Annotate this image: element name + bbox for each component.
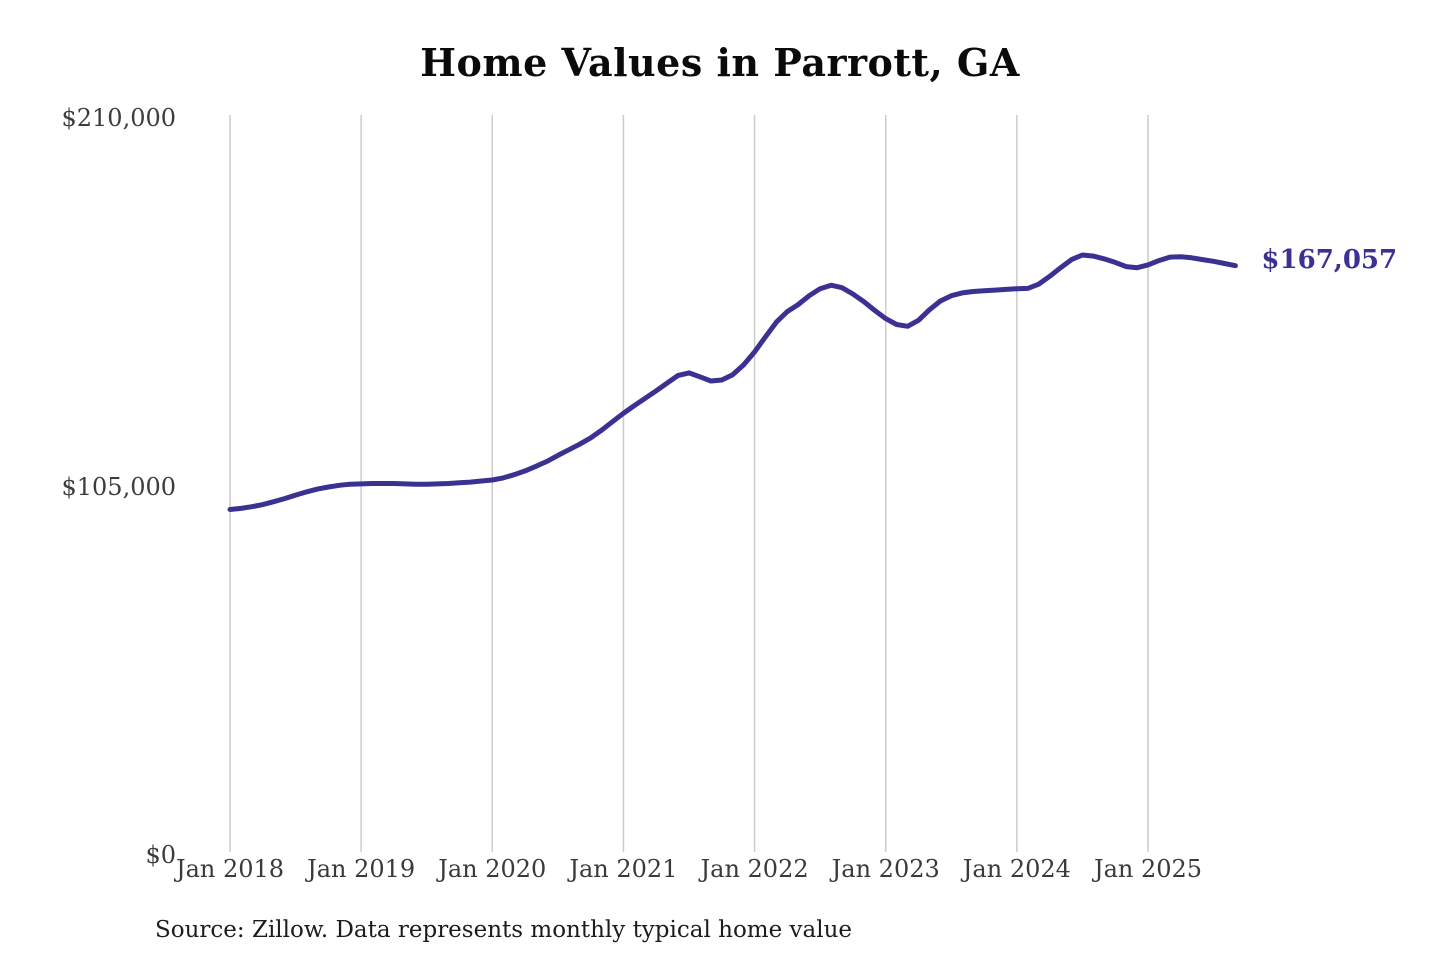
x-tick-label: Jan 2018 xyxy=(175,855,285,883)
y-tick-label: $210,000 xyxy=(61,104,176,132)
source-note: Source: Zillow. Data represents monthly … xyxy=(155,917,853,943)
chart-title: Home Values in Parrott, GA xyxy=(420,40,1020,85)
x-tick-label: Jan 2024 xyxy=(962,855,1071,883)
x-tick-label: Jan 2022 xyxy=(700,855,809,883)
y-tick-label: $105,000 xyxy=(61,472,176,501)
x-tick-label: Jan 2020 xyxy=(438,855,547,883)
x-tick-label: Jan 2019 xyxy=(307,855,416,883)
x-tick-label: Jan 2025 xyxy=(1093,855,1203,883)
x-tick-label: Jan 2023 xyxy=(831,855,940,883)
current-value-label: $167,057 xyxy=(1261,244,1398,275)
home-value-line xyxy=(227,252,1238,512)
x-tick-label: Jan 2021 xyxy=(569,855,678,883)
y-tick-label: $0 xyxy=(145,841,176,869)
